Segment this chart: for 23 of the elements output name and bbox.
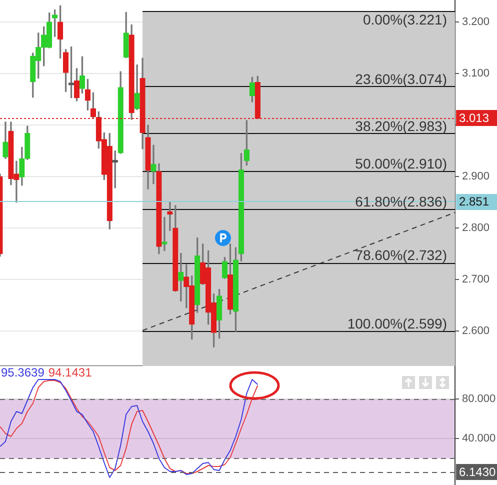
y-tick-label: 40.000: [462, 432, 496, 445]
annotation: 100.00%(2.599): [347, 316, 447, 332]
annotation: 61.80%(2.836): [355, 194, 447, 210]
annotation: 38.20%(2.983): [355, 118, 447, 134]
annotation: 78.60%(2.732): [355, 247, 447, 264]
candlestick: [167, 202, 173, 231]
ref-line-label: 2.851: [459, 194, 490, 209]
ref-line-label: 3.013: [459, 111, 490, 126]
ref-line-label: 6.1430: [459, 464, 496, 479]
series-label: 95.3639: [1, 365, 45, 380]
y-tick-label: 80.000: [462, 393, 496, 406]
y-tick-label: 2.700: [462, 274, 490, 286]
y-tick-label: 3.100: [462, 68, 490, 80]
y-tick-label: 2.800: [462, 222, 490, 234]
annotation: 23.60%(3.074): [355, 70, 447, 87]
candlestick: [150, 144, 156, 184]
y-tick-label: 2.900: [462, 170, 490, 183]
y-tick-label: 2.600: [462, 325, 490, 338]
y-tick-label: 3.200: [462, 16, 490, 28]
series-label: 94.1431: [48, 365, 92, 380]
annotation: 50.00%(2.910): [355, 155, 447, 172]
annotation: 0.00%(3.221): [362, 11, 447, 28]
candlestick: [162, 216, 168, 252]
